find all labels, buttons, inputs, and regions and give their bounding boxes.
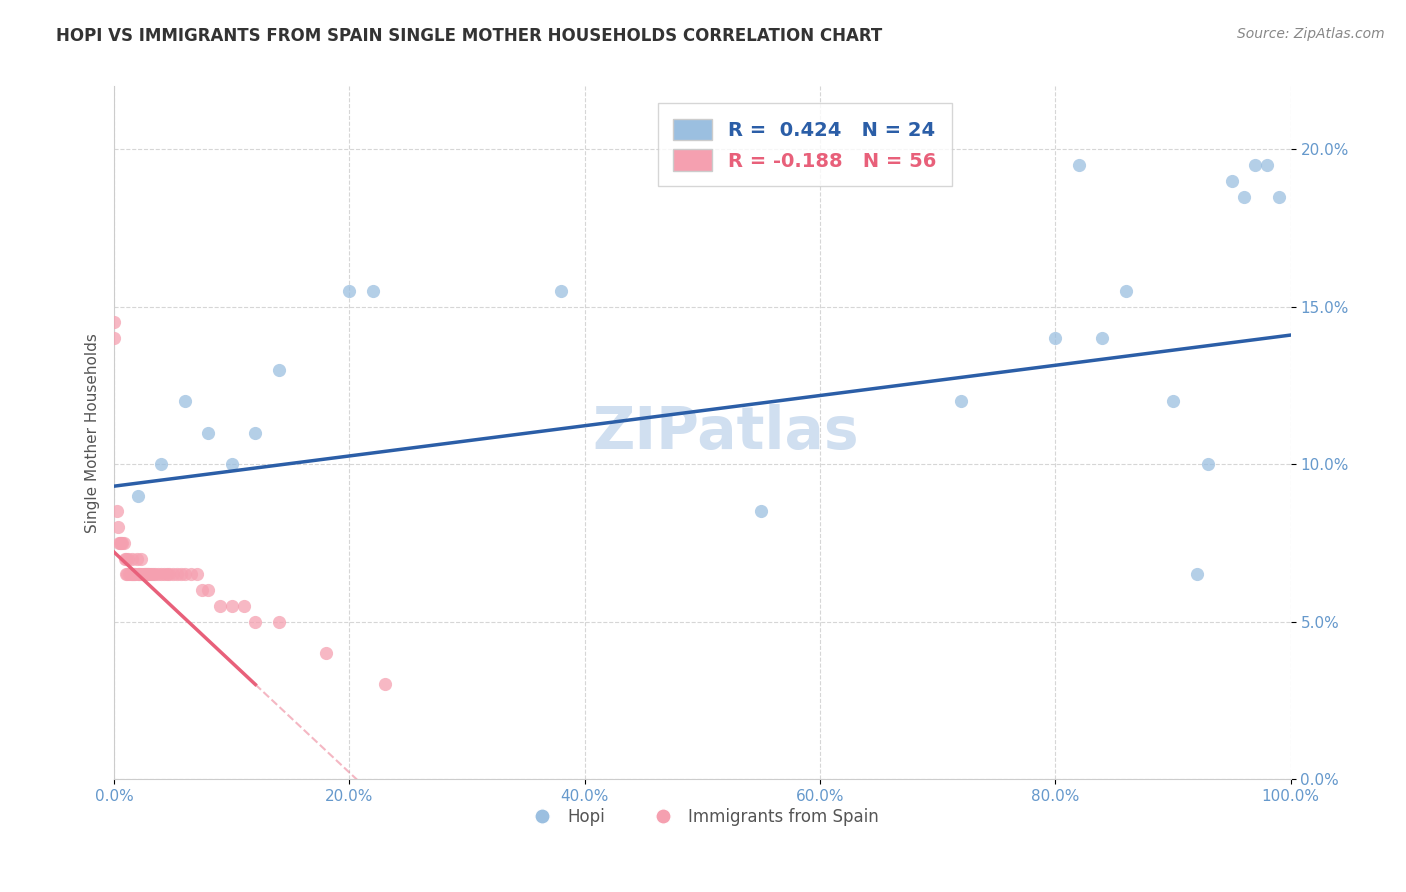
Point xyxy=(115,567,138,582)
Point xyxy=(156,567,179,582)
Point xyxy=(191,582,214,597)
Point xyxy=(134,567,156,582)
Point xyxy=(107,520,129,534)
Point xyxy=(1220,174,1243,188)
Point xyxy=(115,551,138,566)
Point xyxy=(245,425,267,440)
Point xyxy=(374,677,396,691)
Point xyxy=(186,567,208,582)
Point xyxy=(221,457,243,471)
Point xyxy=(103,316,125,330)
Point xyxy=(950,394,973,409)
Point xyxy=(115,567,138,582)
Point xyxy=(135,567,157,582)
Point xyxy=(129,567,152,582)
Text: ZIPatlas: ZIPatlas xyxy=(593,404,859,461)
Point xyxy=(1161,394,1184,409)
Point xyxy=(136,567,159,582)
Point xyxy=(550,284,572,298)
Point xyxy=(110,536,132,550)
Point xyxy=(152,567,174,582)
Point xyxy=(105,504,128,518)
Point xyxy=(173,394,195,409)
Point xyxy=(267,615,290,629)
Point xyxy=(103,331,125,345)
Point xyxy=(166,567,188,582)
Point xyxy=(111,536,134,550)
Point xyxy=(120,567,142,582)
Point xyxy=(125,551,148,566)
Point xyxy=(142,567,165,582)
Point xyxy=(114,551,136,566)
Point xyxy=(245,615,267,629)
Point xyxy=(232,599,254,613)
Point xyxy=(150,457,173,471)
Point xyxy=(1233,189,1256,203)
Point xyxy=(1185,567,1208,582)
Point xyxy=(121,567,143,582)
Point xyxy=(108,536,131,550)
Point xyxy=(132,567,155,582)
Point xyxy=(1115,284,1137,298)
Point xyxy=(1268,189,1291,203)
Point xyxy=(146,567,169,582)
Text: Source: ZipAtlas.com: Source: ZipAtlas.com xyxy=(1237,27,1385,41)
Point xyxy=(117,551,139,566)
Point xyxy=(221,599,243,613)
Point xyxy=(1256,158,1278,172)
Point xyxy=(749,504,772,518)
Y-axis label: Single Mother Households: Single Mother Households xyxy=(86,333,100,533)
Point xyxy=(170,567,193,582)
Point xyxy=(128,567,150,582)
Point xyxy=(197,582,219,597)
Point xyxy=(1197,457,1219,471)
Point xyxy=(339,284,361,298)
Point xyxy=(1045,331,1067,345)
Point xyxy=(150,567,173,582)
Point xyxy=(1244,158,1267,172)
Text: HOPI VS IMMIGRANTS FROM SPAIN SINGLE MOTHER HOUSEHOLDS CORRELATION CHART: HOPI VS IMMIGRANTS FROM SPAIN SINGLE MOT… xyxy=(56,27,883,45)
Point xyxy=(112,536,135,550)
Point xyxy=(122,567,145,582)
Point xyxy=(145,567,167,582)
Point xyxy=(108,536,131,550)
Point xyxy=(122,567,145,582)
Point xyxy=(118,567,141,582)
Point xyxy=(127,489,149,503)
Point xyxy=(138,567,160,582)
Point xyxy=(1067,158,1090,172)
Point xyxy=(315,646,337,660)
Legend: Hopi, Immigrants from Spain: Hopi, Immigrants from Spain xyxy=(519,802,886,833)
Point xyxy=(121,551,143,566)
Point xyxy=(1091,331,1114,345)
Point xyxy=(162,567,184,582)
Point xyxy=(197,425,219,440)
Point xyxy=(136,567,159,582)
Point xyxy=(124,567,146,582)
Point xyxy=(159,567,181,582)
Point xyxy=(361,284,384,298)
Point xyxy=(139,567,162,582)
Point xyxy=(129,551,152,566)
Point xyxy=(131,567,153,582)
Point xyxy=(127,567,149,582)
Point xyxy=(173,567,195,582)
Point xyxy=(267,362,290,376)
Point xyxy=(180,567,202,582)
Point xyxy=(209,599,232,613)
